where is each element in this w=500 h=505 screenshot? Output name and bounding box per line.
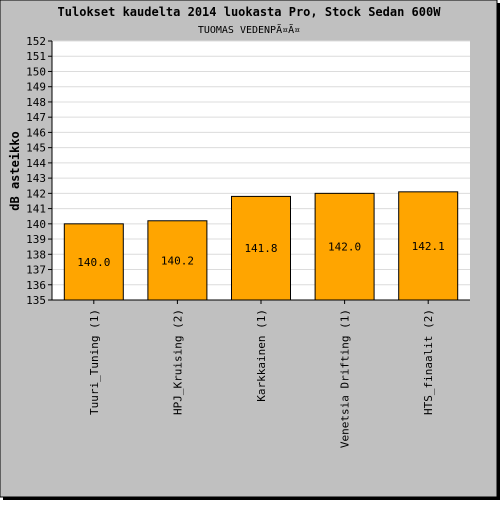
x-tick-label: Venetsia Drifting (1)	[339, 309, 352, 448]
y-tick-label: 142	[26, 187, 46, 200]
y-tick-label: 135	[26, 294, 46, 307]
bar-value-label: 140.0	[77, 256, 110, 269]
y-tick-label: 150	[26, 65, 46, 78]
y-axis-label: dB asteikko	[8, 131, 22, 210]
y-tick-label: 151	[26, 50, 46, 63]
x-tick-label: Karkkainen (1)	[255, 309, 268, 402]
y-tick-label: 148	[26, 96, 46, 109]
x-tick-label: HPJ_Kruising (2)	[171, 309, 184, 415]
bar	[231, 195, 291, 301]
y-tick-label: 137	[26, 264, 46, 277]
y-tick-label: 149	[26, 81, 46, 94]
x-tick-label: Tuuri_Tuning (1)	[88, 309, 101, 415]
bars: 140.0 140.2 141.8 142.0 142.1	[63, 191, 459, 301]
bar-value-label: 142.0	[328, 241, 361, 254]
chart-shadow-bottom	[3, 497, 500, 500]
y-tick-label: 136	[26, 279, 46, 292]
y-tick-label: 143	[26, 172, 46, 185]
y-tick-label: 141	[26, 203, 46, 216]
y-ticks: 135 136 137 138 139 140 141 142 143 144 145 146 147 1…	[26, 35, 52, 307]
y-tick-label: 152	[26, 35, 46, 48]
bar	[314, 192, 375, 301]
bar-value-label: 140.2	[161, 254, 194, 267]
x-ticks: Tuuri_Tuning (1) HPJ_Kruising (2) Karkkain…	[88, 300, 435, 448]
bar	[147, 220, 208, 301]
y-tick-label: 140	[26, 218, 46, 231]
y-tick-label: 145	[26, 142, 46, 155]
chart-title: Tulokset kaudelta 2014 luokasta Pro, Sto…	[58, 5, 442, 19]
y-tick-label: 146	[26, 126, 46, 139]
y-tick-label: 139	[26, 233, 46, 246]
x-tick-label: HTS_finaalit (2)	[422, 309, 435, 415]
bar-value-label: 141.8	[244, 242, 277, 255]
y-tick-label: 147	[26, 111, 46, 124]
chart-subtitle: TUOMAS VEDENPÃ¤Ã¤	[198, 23, 300, 36]
bar	[63, 223, 124, 301]
chart-shadow-right	[497, 3, 500, 500]
bar-value-label: 142.1	[412, 240, 445, 253]
y-tick-label: 138	[26, 248, 46, 261]
y-tick-label: 144	[26, 157, 46, 170]
bar	[398, 191, 459, 301]
